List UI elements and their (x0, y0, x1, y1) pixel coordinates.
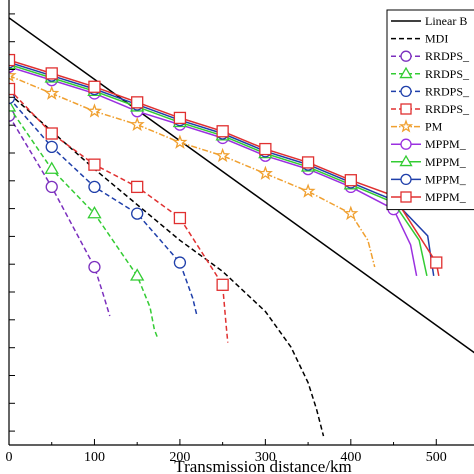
legend-label: MPPM_ (425, 190, 467, 204)
square-marker (88, 80, 101, 93)
axes: 0 100 200 300 400 500 (6, 0, 474, 465)
legend-label: Linear B (425, 14, 467, 28)
triangle-marker (399, 66, 413, 79)
square-marker (173, 211, 187, 225)
legend-label: RRDPS_ (425, 67, 470, 81)
series-7 (9, 60, 418, 277)
square-marker (9, 82, 16, 96)
series-line (9, 92, 325, 437)
star-marker (215, 147, 231, 163)
legend-label: RRDPS_ (425, 84, 470, 98)
square-marker (344, 174, 357, 187)
square-marker (430, 256, 443, 269)
triangle-marker (87, 205, 102, 219)
series-8 (9, 56, 428, 277)
series-line (9, 88, 229, 343)
legend-label: RRDPS_ (425, 102, 470, 116)
square-marker (131, 96, 144, 109)
square-marker (216, 125, 229, 138)
series-line (9, 106, 159, 339)
square-marker (400, 103, 412, 115)
star-marker (44, 85, 60, 100)
series-1 (9, 92, 325, 437)
star-marker (300, 183, 316, 198)
series-line (9, 115, 111, 317)
square-marker (45, 67, 58, 80)
series-line (9, 59, 440, 277)
series-line (9, 17, 474, 354)
square-marker (88, 158, 101, 171)
legend-item-1: MDI (391, 32, 448, 46)
x-tick-label: 400 (340, 450, 361, 465)
square-marker (216, 278, 229, 291)
series-line (9, 66, 418, 277)
circle-marker (45, 140, 58, 154)
circle-marker (88, 180, 101, 194)
circle-marker (88, 260, 101, 274)
x-tick-label: 300 (255, 450, 276, 465)
legend-label: MDI (425, 32, 448, 46)
legend-label: MPPM_ (425, 172, 467, 186)
triangle-marker (399, 154, 413, 167)
x-tick-label: 500 (426, 450, 447, 465)
triangle-marker (44, 161, 59, 174)
legend-item-5: RRDPS_ (391, 102, 470, 116)
circle-marker (173, 256, 187, 269)
series-0 (9, 17, 474, 354)
star-marker (129, 116, 145, 132)
series-10 (9, 53, 443, 277)
legend-item-7: MPPM_ (391, 137, 467, 151)
square-marker (173, 111, 187, 125)
legend: Linear B MDI RRDPS_ RRDPS_ RRDPS_ RRDPS_ PM MPP… (386, 9, 474, 211)
legend-item-6: PM (391, 119, 443, 134)
legend-label: RRDPS_ (425, 49, 470, 63)
star-marker (172, 134, 188, 149)
x-tick-label: 100 (84, 450, 105, 465)
series-layer (9, 17, 474, 437)
star-marker (86, 103, 103, 118)
legend-label: MPPM_ (425, 137, 467, 151)
star-marker (343, 205, 359, 221)
square-marker (259, 142, 272, 156)
square-marker (45, 127, 58, 140)
circle-marker (400, 173, 412, 186)
circle-marker (131, 207, 144, 220)
series-line (9, 61, 435, 277)
x-tick-label: 200 (169, 450, 190, 465)
legend-label: PM (425, 120, 443, 134)
star-marker (9, 67, 17, 83)
legend-item-3: RRDPS_ (391, 66, 470, 81)
star-marker (398, 119, 414, 133)
x-axis-title: Transmission distance/km (174, 457, 351, 474)
circle-marker (45, 180, 58, 194)
star-marker (257, 165, 273, 180)
circle-marker (400, 138, 412, 150)
square-marker (131, 180, 144, 194)
legend-item-0: Linear B (391, 14, 467, 28)
x-tick-label: 0 (6, 450, 13, 465)
triangle-marker (130, 268, 145, 281)
circle-marker (9, 91, 16, 105)
square-marker (301, 156, 315, 169)
series-line (9, 63, 428, 277)
circle-marker (400, 50, 412, 62)
series-line (9, 75, 376, 268)
series-5 (9, 82, 229, 343)
legend-item-2: RRDPS_ (391, 49, 470, 63)
legend-item-8: MPPM_ (391, 154, 467, 169)
legend-item-9: MPPM_ (391, 172, 467, 186)
series-3 (9, 99, 159, 339)
square-marker (400, 191, 412, 203)
series-line (9, 97, 198, 317)
legend-item-4: RRDPS_ (391, 84, 470, 98)
legend-item-10: MPPM_ (391, 190, 467, 204)
square-marker (9, 53, 16, 67)
circle-marker (400, 85, 412, 98)
series-4 (9, 91, 198, 317)
series-6 (9, 67, 376, 268)
series-2 (9, 109, 111, 317)
legend-label: MPPM_ (425, 155, 467, 169)
